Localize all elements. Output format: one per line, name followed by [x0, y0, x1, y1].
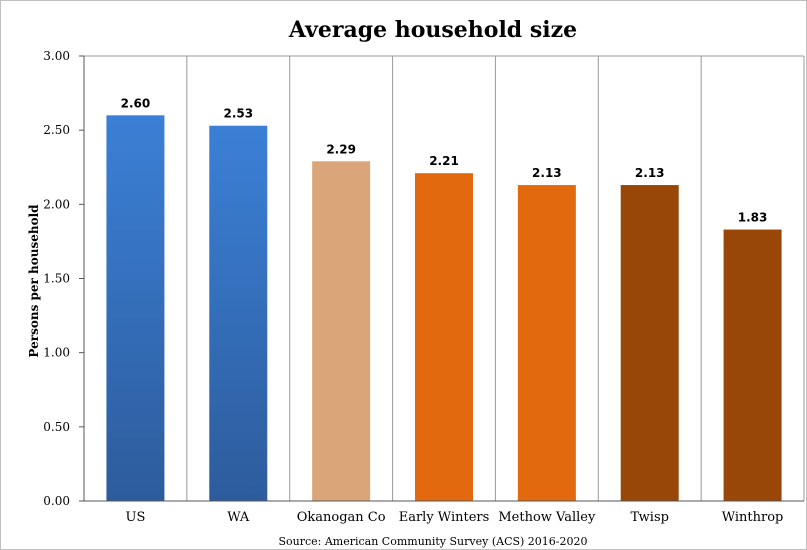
bar-okanogan-co — [312, 161, 371, 502]
chart-title: Average household size — [288, 17, 577, 43]
data-label: 1.83 — [738, 211, 768, 225]
data-label: 2.13 — [532, 166, 562, 180]
y-tick-label: 2.50 — [43, 123, 70, 137]
y-axis-label: Persons per household — [27, 204, 41, 358]
bars — [106, 115, 782, 502]
x-tick-label: US — [125, 510, 145, 525]
x-tick-label: Twisp — [630, 510, 669, 525]
grid — [84, 55, 805, 501]
y-tick-label: 0.00 — [43, 494, 70, 508]
bar-twisp — [620, 185, 679, 502]
y-tick-label: 2.00 — [43, 197, 70, 211]
x-tick-label: Winthrop — [722, 510, 784, 525]
x-tick-label: WA — [227, 510, 250, 525]
y-tick-label: 1.50 — [43, 272, 70, 286]
data-label: 2.60 — [121, 96, 151, 110]
bar-wa — [209, 125, 268, 501]
y-tick-label: 0.50 — [43, 420, 70, 434]
axes — [79, 55, 804, 502]
bar-winthrop — [723, 229, 782, 502]
data-label: 2.21 — [429, 154, 459, 168]
bar-early-winters — [415, 173, 473, 501]
bar-methow-valley — [517, 185, 576, 502]
x-tick-label: Okanogan Co — [297, 510, 386, 525]
bar-us — [106, 115, 165, 501]
data-label: 2.13 — [635, 166, 665, 180]
y-tick-label: 1.00 — [43, 346, 70, 360]
data-label: 2.53 — [223, 107, 253, 121]
labels: 0.00 0.50 1.00 1.50 2.00 2.50 3.00 2.60 US 2.53 WA… — [43, 49, 783, 525]
y-tick-label: 3.00 — [43, 49, 70, 63]
source-note: Source: American Community Survey (ACS) … — [278, 535, 587, 548]
data-label: 2.29 — [326, 142, 356, 156]
x-tick-label: Methow Valley — [498, 510, 596, 525]
x-tick-label: Early Winters — [399, 510, 490, 525]
